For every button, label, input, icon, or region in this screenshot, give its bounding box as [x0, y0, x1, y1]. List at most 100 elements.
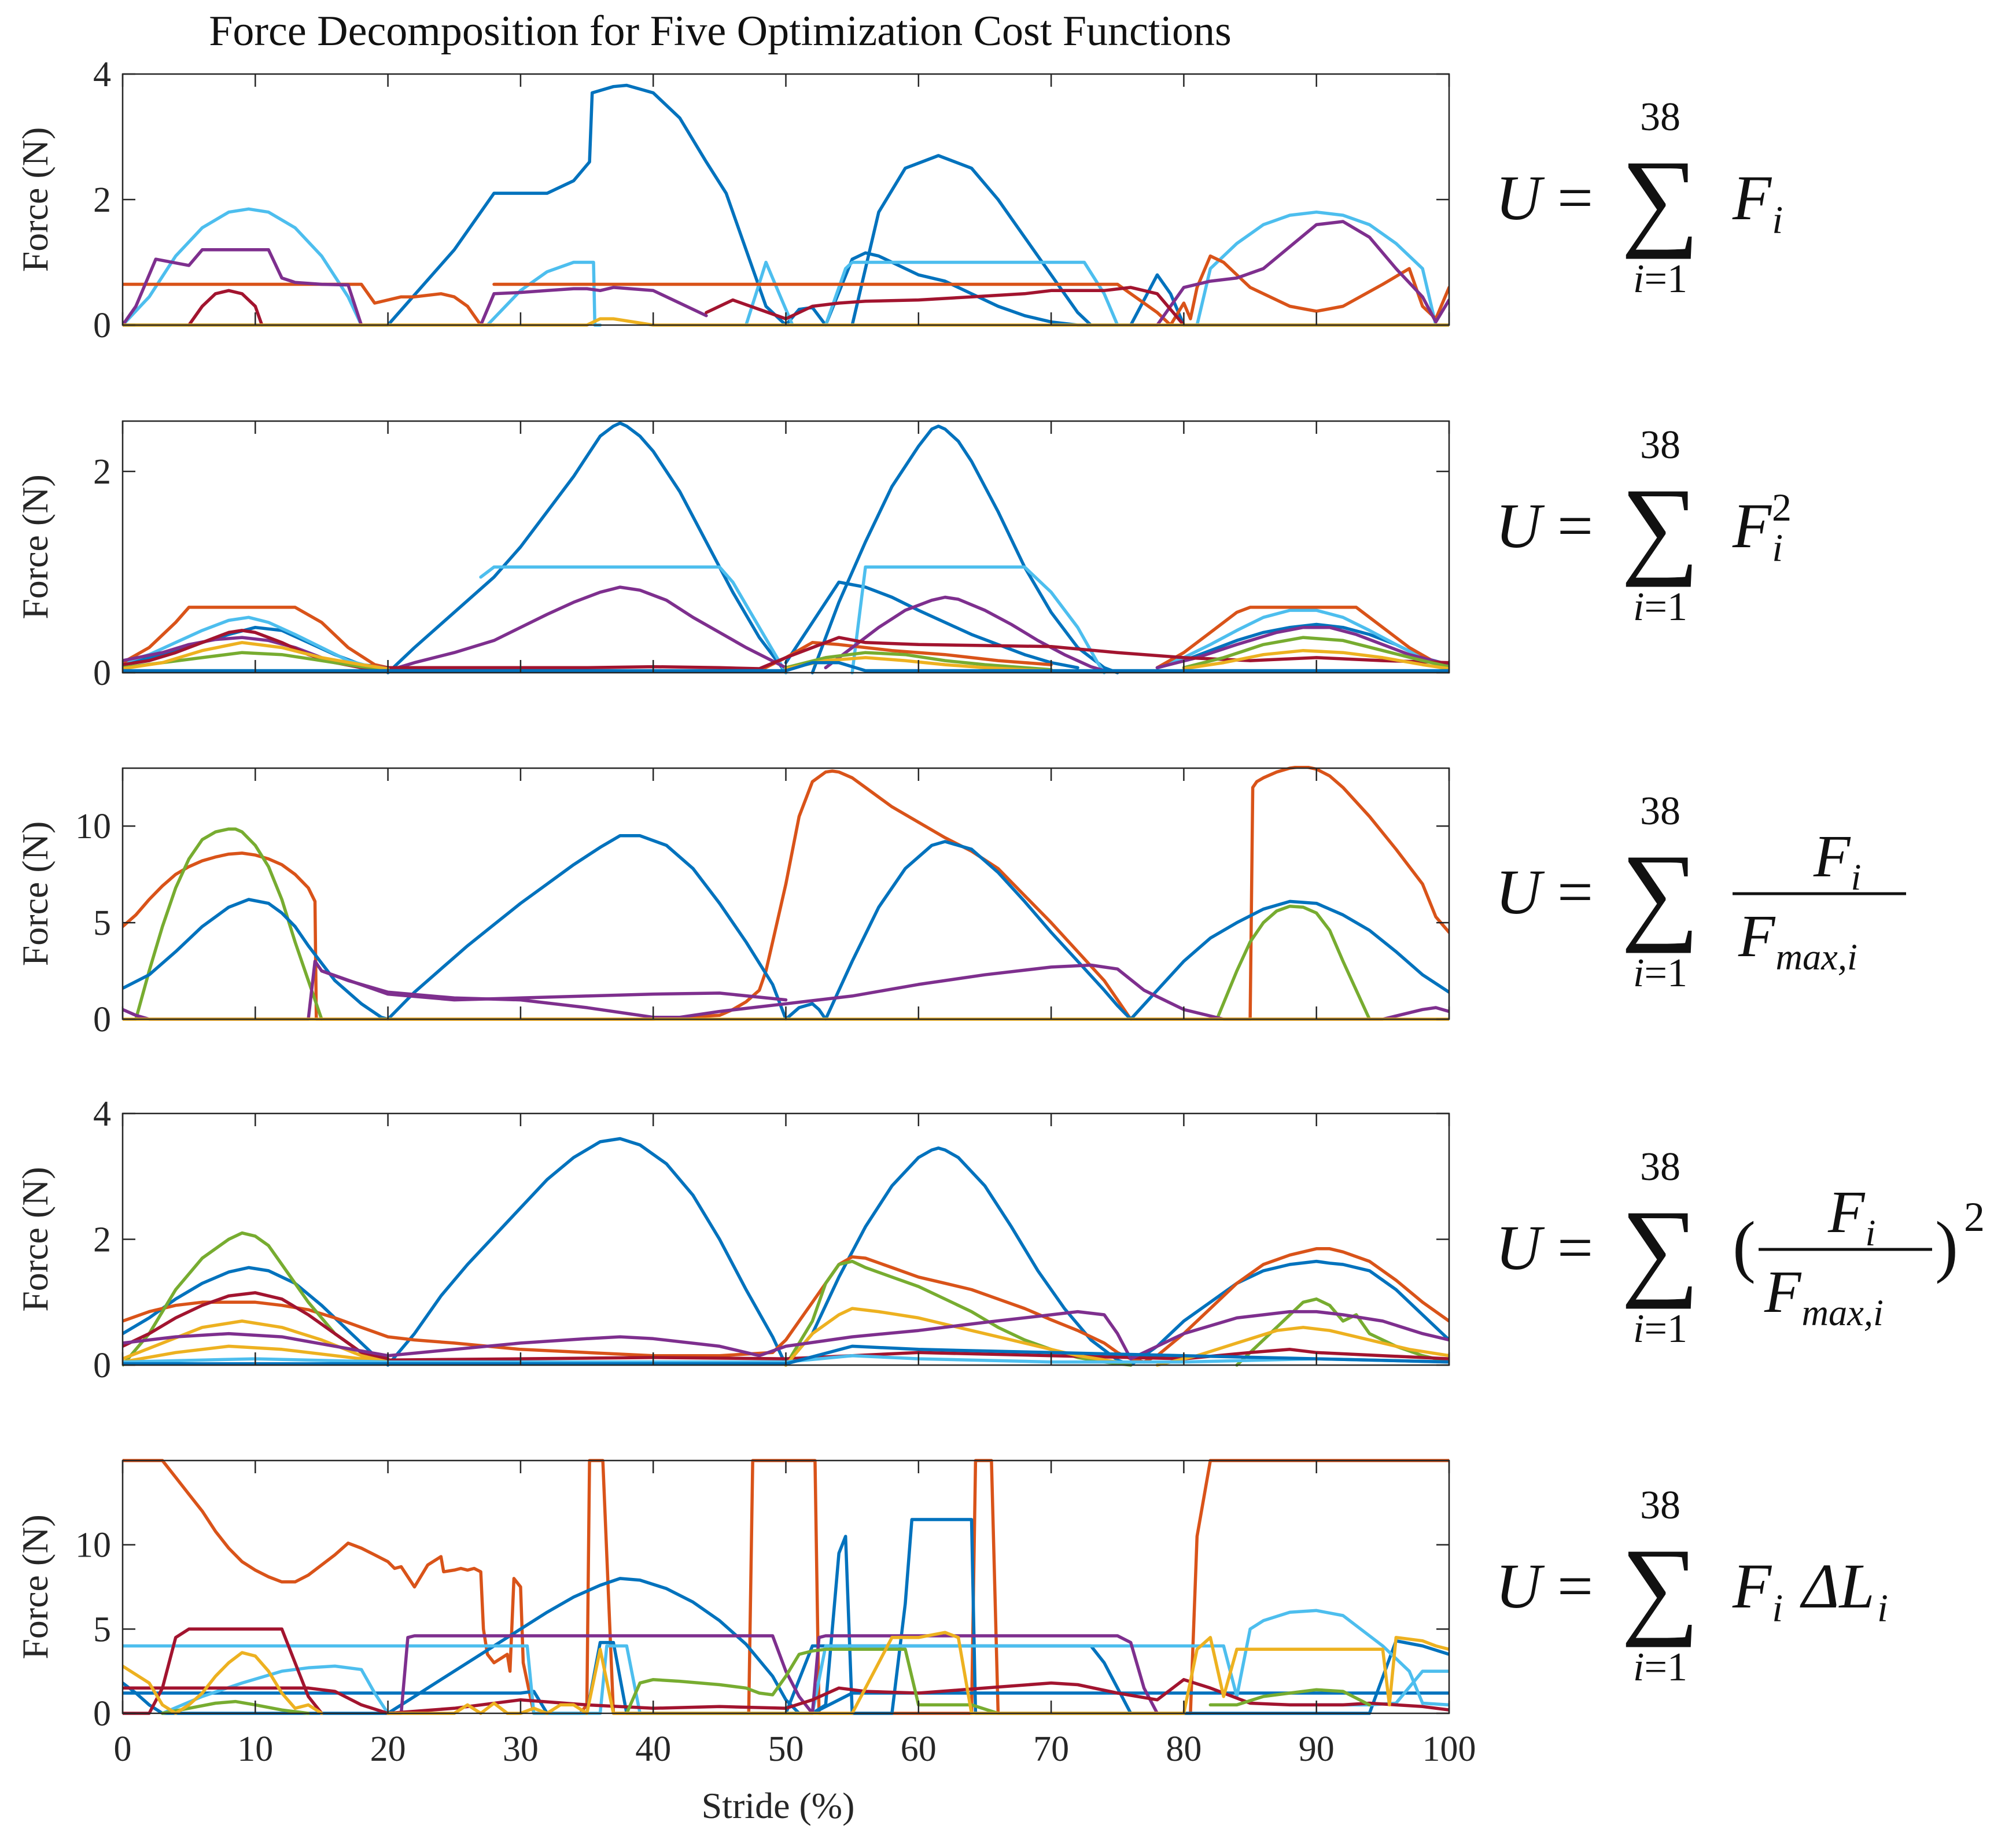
- series-line-3: [1215, 904, 1372, 1021]
- denominator-f: F: [1764, 1259, 1802, 1325]
- series-line-9: [492, 254, 1449, 327]
- equation-2: U = ∑38 i=1 F i2: [1495, 423, 1792, 629]
- close-paren: ): [1935, 1207, 1958, 1284]
- series-line-14: [123, 1651, 323, 1715]
- series-line-16: [123, 1354, 1449, 1364]
- series-line-15: [123, 1310, 1449, 1360]
- series-line-6: [161, 1664, 390, 1715]
- denominator-f: F: [1738, 903, 1776, 969]
- series-line-7: [1288, 1669, 1449, 1707]
- equation-lhs: U =: [1495, 857, 1593, 927]
- series-line-21: [1182, 636, 1449, 670]
- y-tick-label: 0: [93, 1694, 111, 1734]
- y-tick-label: 5: [93, 904, 111, 943]
- x-tick-label: 40: [635, 1730, 671, 1769]
- series-line-4: [1129, 1259, 1449, 1367]
- subplot-4: 0 2 4 Force (N): [14, 1094, 1450, 1385]
- y-tick-label: 2: [93, 452, 111, 492]
- delta-l: ΔL: [1800, 1551, 1875, 1621]
- series-line-8: [123, 282, 496, 327]
- sum-upper-limit: 38: [1640, 95, 1680, 139]
- y-tick-label: 0: [93, 306, 111, 345]
- series-group: [123, 1459, 1449, 1715]
- x-tick-label: 70: [1033, 1730, 1069, 1769]
- series-line-11: [479, 286, 708, 327]
- y-axis-label: Force (N): [14, 127, 56, 272]
- equation-3: U = ∑38i=1F iF max,i: [1495, 789, 1906, 995]
- series-line-14: [123, 1344, 390, 1364]
- sum-symbol: ∑: [1621, 832, 1699, 954]
- series-line-5: [123, 1609, 1449, 1715]
- term-f: F: [1732, 1551, 1772, 1621]
- series-line-7: [1129, 899, 1449, 1021]
- numerator-f: F: [1827, 1179, 1866, 1245]
- y-tick-label: 10: [75, 1526, 111, 1565]
- sum-lower-limit: i=1: [1633, 951, 1687, 995]
- y-tick-label: 2: [93, 1220, 111, 1260]
- sum-symbol: ∑: [1621, 466, 1699, 588]
- equation-1: U = ∑38 i=1 F i: [1495, 95, 1783, 301]
- series-line-10: [123, 248, 363, 327]
- series-line-5: [123, 1247, 1449, 1364]
- term-f: F: [1732, 491, 1772, 561]
- series-line-6: [784, 840, 1133, 1021]
- series-line-11: [161, 1699, 310, 1715]
- series-line-14: [824, 595, 1106, 673]
- sum-lower-limit: i=1: [1633, 257, 1687, 301]
- delta-l-subscript: i: [1877, 1586, 1888, 1630]
- series-line-14: [705, 286, 1186, 327]
- term-subscript: i: [1772, 198, 1783, 242]
- x-axis-label: Stride (%): [702, 1785, 855, 1826]
- series-line-2: [784, 1146, 1133, 1367]
- numerator-subscript: i: [1851, 857, 1861, 898]
- series-group: [123, 1137, 1449, 1367]
- y-tick-label: 0: [93, 654, 111, 693]
- series-line-11: [123, 1319, 390, 1364]
- y-axis-label: Force (N): [14, 1514, 56, 1660]
- sum-symbol: ∑: [1621, 138, 1699, 260]
- y-tick-label: 0: [93, 1346, 111, 1385]
- sum-lower-limit: i=1: [1633, 585, 1687, 629]
- series-line-16: [1155, 625, 1449, 670]
- equation-lhs: U =: [1495, 491, 1593, 561]
- series-line-13: [187, 289, 264, 327]
- series-line-10: [123, 606, 390, 670]
- x-tick-label: 60: [901, 1730, 937, 1769]
- series-line-12: [757, 641, 1053, 673]
- denominator-subscript: max,i: [1801, 1292, 1883, 1333]
- series-line-12: [1129, 220, 1449, 327]
- sum-upper-limit: 38: [1640, 1145, 1680, 1189]
- numerator-subscript: i: [1865, 1212, 1875, 1253]
- cost-function-equations: U = ∑38i=1F iU = ∑38i=1F i2U = ∑38i=1F iF max,i…: [1495, 95, 1985, 1690]
- x-tick-label: 10: [237, 1730, 273, 1769]
- series-line-9: [320, 969, 788, 1002]
- equation-lhs: U =: [1495, 1212, 1593, 1283]
- series-line-9: [123, 1291, 390, 1360]
- series-line-7: [1195, 210, 1438, 327]
- term-subscript: i: [1772, 1586, 1783, 1630]
- equation-lhs: U =: [1495, 1551, 1593, 1621]
- series-line-2: [810, 424, 1119, 674]
- denominator-subscript: max,i: [1775, 936, 1857, 978]
- series-line-3: [123, 1266, 390, 1364]
- series-line-5: [386, 834, 788, 1021]
- numerator-f: F: [1813, 823, 1851, 890]
- x-tick-label: 0: [114, 1730, 132, 1769]
- term-exponent: 2: [1772, 485, 1792, 529]
- y-tick-label: 4: [93, 55, 111, 94]
- series-line-22: [123, 641, 390, 670]
- series-line-13: [386, 585, 788, 673]
- series-line-13: [1155, 1326, 1449, 1367]
- y-tick-label: 2: [93, 180, 111, 220]
- series-line-12: [784, 1307, 1119, 1367]
- y-tick-label: 0: [93, 1000, 111, 1039]
- sum-upper-limit: 38: [1640, 1483, 1680, 1528]
- series-line-3: [123, 207, 363, 327]
- equation-5: U = ∑38i=1F i ΔL i: [1495, 1483, 1888, 1690]
- series-line-10: [123, 1677, 1449, 1715]
- series-line-13: [1208, 1688, 1372, 1707]
- series-group: [123, 421, 1449, 674]
- series-line-1: [386, 1137, 788, 1367]
- y-tick-label: 4: [93, 1094, 111, 1134]
